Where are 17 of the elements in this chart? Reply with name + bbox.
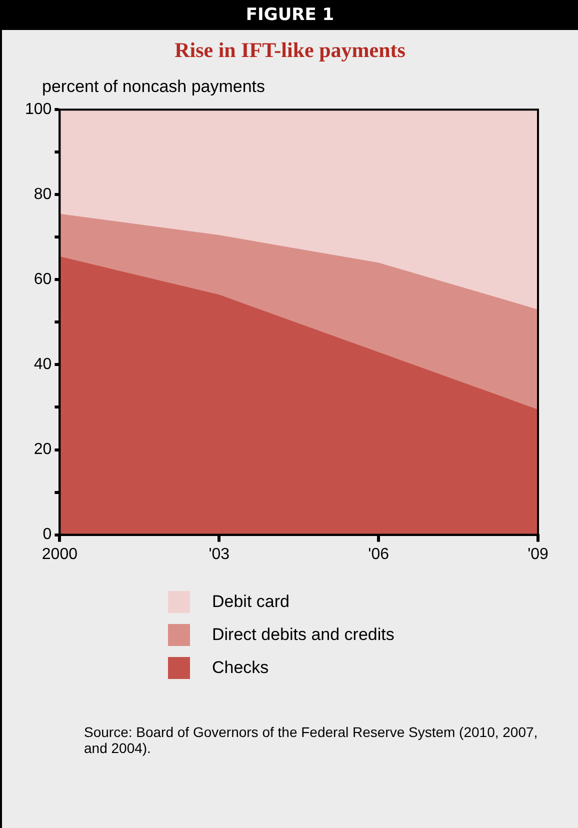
x-tick-label: 2000 [42, 546, 78, 563]
caption: FIGURE 1 [2, 0, 578, 30]
x-tick-label: '09 [528, 546, 549, 563]
x-tick-label: '03 [208, 546, 230, 563]
y-tick-label: 60 [34, 271, 52, 288]
y-tick-label: 0 [42, 526, 52, 544]
y-tick-label: 80 [34, 186, 52, 204]
y-tick-label: 20 [34, 441, 52, 458]
legend-label: Checks [212, 658, 269, 678]
source-note: Source: Board of Governors of the Federal Reserve System (2010, 2007, and 2004). [84, 724, 539, 756]
y-tick-label: 40 [34, 356, 52, 374]
legend-label: Direct debits and credits [212, 624, 394, 644]
x-tick-label: '06 [368, 546, 390, 563]
legend-label: Debit card [212, 592, 290, 612]
chart-title: Rise in IFT-like payments [174, 38, 406, 63]
y-tick-label: 100 [24, 101, 52, 118]
y-axis-title: percent of noncash payments [42, 77, 266, 97]
